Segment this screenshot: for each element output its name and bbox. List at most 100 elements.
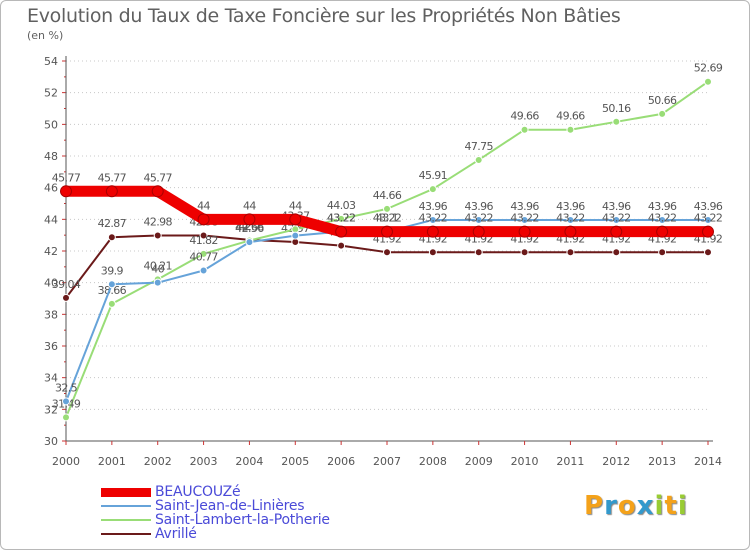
data-point-saint-lambert-la-potherie [62, 413, 70, 422]
data-point-avrill- [337, 241, 346, 250]
y-tick-label: 32 [44, 403, 58, 416]
data-point-saint-lambert-la-potherie [520, 125, 529, 134]
data-label-saint-lambert-la-potherie: 49.66 [510, 110, 539, 123]
data-point-avrill- [199, 231, 208, 240]
data-label-saint-jean-de-lini-res: 43.1 [376, 212, 398, 225]
data-point-avrill- [107, 233, 116, 242]
x-tick-label: 2010 [511, 455, 539, 468]
x-tick-label: 2004 [235, 455, 263, 468]
data-label-beaucouz-: 43.22 [648, 212, 677, 225]
data-point-saint-lambert-la-potherie [704, 77, 712, 86]
y-tick-label: 46 [44, 182, 58, 195]
data-point-beaucouz- [381, 225, 393, 238]
y-tick-label: 40 [44, 277, 58, 290]
y-tick-label: 30 [44, 435, 58, 448]
data-label-saint-lambert-la-potherie: 44.03 [327, 199, 356, 212]
logo-letter: o [617, 491, 637, 521]
data-label-saint-jean-de-lini-res: 43.96 [556, 200, 585, 213]
data-point-saint-lambert-la-potherie [612, 117, 621, 126]
data-label-saint-lambert-la-potherie: 52.69 [694, 62, 723, 75]
data-label-beaucouz-: 44 [197, 199, 210, 212]
data-point-saint-lambert-la-potherie [383, 204, 391, 213]
y-tick-label: 36 [44, 340, 58, 353]
legend-item-saint-jean: Saint-Jean-de-Linières [101, 498, 421, 514]
data-label-avrill-: 42.87 [98, 217, 127, 230]
legend-item-saint-lambert: Saint-Lambert-la-Potherie [101, 512, 421, 528]
data-label-beaucouz-: 43.22 [373, 212, 402, 225]
data-label-saint-lambert-la-potherie: 49.66 [556, 110, 585, 123]
data-point-avrill- [704, 248, 712, 257]
data-label-saint-lambert-la-potherie: 47.75 [464, 140, 493, 153]
data-point-saint-lambert-la-potherie [337, 214, 346, 223]
x-tick-label: 2008 [419, 455, 447, 468]
x-tick-label: 2005 [281, 455, 309, 468]
y-tick-label: 38 [44, 308, 58, 321]
data-point-saint-jean-de-lini-res [566, 215, 575, 224]
y-tick-label: 42 [44, 245, 58, 258]
data-label-beaucouz-: 45.77 [143, 171, 172, 184]
data-point-saint-jean-de-lini-res [428, 215, 437, 224]
data-point-saint-lambert-la-potherie [428, 185, 437, 194]
data-label-saint-jean-de-lini-res: 40 [151, 263, 164, 276]
x-tick-label: 2012 [602, 455, 630, 468]
data-point-beaucouz- [656, 225, 669, 238]
data-label-saint-lambert-la-potherie: 41.82 [189, 234, 218, 247]
legend-label-saint-jean: Saint-Jean-de-Linières [155, 498, 305, 514]
data-label-saint-jean-de-lini-res: 39.9 [101, 264, 124, 277]
data-point-beaucouz- [426, 225, 439, 238]
data-point-beaucouz- [243, 213, 256, 226]
data-label-saint-jean-de-lini-res: 43.96 [510, 200, 539, 213]
legend-swatch-beaucouze [101, 488, 151, 497]
data-label-saint-jean-de-lini-res: 32.5 [55, 381, 78, 394]
data-point-beaucouz- [564, 225, 577, 238]
data-point-saint-jean-de-lini-res [474, 215, 483, 224]
data-point-saint-jean-de-lini-res [245, 238, 254, 247]
data-point-beaucouz- [197, 213, 210, 226]
data-point-avrill- [658, 248, 667, 257]
logo-letter: i [654, 491, 665, 521]
data-label-beaucouz-: 43.22 [694, 212, 723, 225]
data-label-beaucouz-: 43.22 [556, 212, 585, 225]
data-label-beaucouz-: 43.22 [327, 212, 356, 225]
legend-swatch-saint-jean [101, 505, 151, 507]
data-label-saint-lambert-la-potherie: 50.16 [602, 102, 631, 115]
data-point-saint-jean-de-lini-res [107, 280, 116, 289]
data-point-saint-lambert-la-potherie [566, 125, 575, 134]
y-tick-label: 50 [44, 118, 58, 131]
data-point-saint-lambert-la-potherie [199, 249, 208, 258]
data-label-beaucouz-: 43.22 [510, 212, 539, 225]
data-label-saint-jean-de-lini-res: 43.96 [464, 200, 493, 213]
data-point-beaucouz- [151, 185, 164, 198]
logo-letter: P [584, 491, 605, 521]
data-point-avrill- [520, 248, 529, 257]
proxiti-logo: Proxiti [584, 491, 688, 521]
y-tick-label: 54 [44, 55, 58, 68]
x-tick-label: 2009 [465, 455, 493, 468]
data-point-beaucouz- [289, 213, 302, 226]
data-point-saint-jean-de-lini-res [704, 215, 712, 224]
data-point-saint-jean-de-lini-res [612, 215, 621, 224]
data-label-saint-lambert-la-potherie: 40.21 [143, 259, 172, 272]
data-label-beaucouz-: 45.77 [98, 171, 127, 184]
data-label-saint-jean-de-lini-res: 43.96 [694, 200, 723, 213]
data-point-saint-lambert-la-potherie [107, 299, 116, 308]
data-label-beaucouz-: 45.77 [52, 171, 81, 184]
data-label-avrill-: 39.04 [52, 278, 81, 291]
x-tick-label: 2006 [327, 455, 355, 468]
data-label-saint-jean-de-lini-res: 43.96 [648, 200, 677, 213]
data-point-beaucouz- [518, 225, 531, 238]
data-point-avrill- [428, 248, 437, 257]
x-tick-label: 2007 [373, 455, 401, 468]
series-line-saint-jean-de-lini-res [65, 218, 708, 402]
data-label-beaucouz-: 43.22 [464, 212, 493, 225]
legend-label-avrille: Avrillé [155, 526, 197, 542]
x-tick-label: 2014 [694, 455, 722, 468]
x-tick-label: 2003 [190, 455, 218, 468]
y-tick-label: 44 [44, 213, 58, 226]
chart-title: Evolution du Taux de Taxe Foncière sur l… [27, 5, 621, 27]
legend-item-avrille: Avrillé [101, 526, 421, 542]
data-point-avrill- [62, 293, 70, 302]
data-point-avrill- [383, 248, 391, 257]
data-point-avrill- [474, 248, 483, 257]
